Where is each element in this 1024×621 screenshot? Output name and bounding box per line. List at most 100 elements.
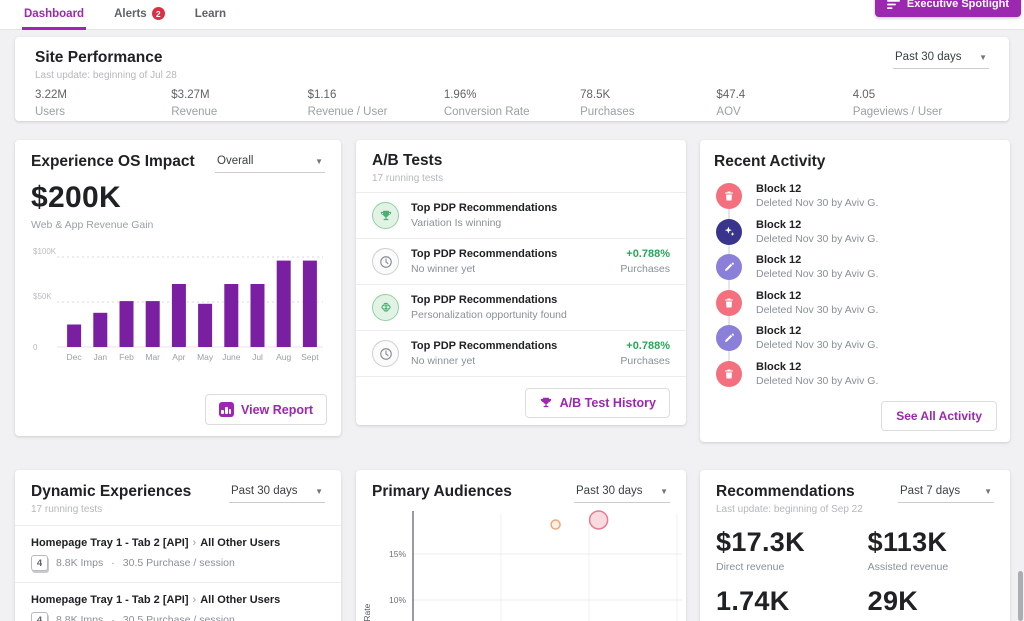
activity-item: Block 12 Deleted Nov 30 by Aviv G. bbox=[716, 218, 996, 245]
tab-dashboard-label: Dashboard bbox=[24, 7, 85, 20]
ab-test-row[interactable]: Top PDP Recommendations Variation Is win… bbox=[356, 193, 686, 239]
svg-text:Jul: Jul bbox=[252, 352, 263, 362]
site-performance-last-update: Last update: beginning of Jul 28 bbox=[35, 70, 177, 81]
metric-direct-purchases-value: 1.74K bbox=[716, 586, 790, 616]
metric-conversion-rate-label: Conversion Rate bbox=[443, 106, 530, 118]
activity-item: Block 12 Deleted Nov 30 by Aviv G. bbox=[716, 183, 996, 209]
executive-spotlight-button[interactable]: Executive Spotlight bbox=[874, 0, 1021, 17]
trophy-icon bbox=[372, 202, 399, 229]
metric-revenue-per-user-label: Revenue / User bbox=[307, 106, 388, 118]
dynamic-experiences-subtitle: 17 running tests bbox=[31, 504, 103, 515]
see-all-activity-button[interactable]: See All Activity bbox=[881, 401, 997, 431]
experience-purchase-rate: 30.5 Purchase / session bbox=[122, 614, 235, 621]
activity-item-title: Block 12 bbox=[756, 360, 802, 373]
bar-chart-icon bbox=[218, 402, 234, 417]
primary-audiences-period-value: Past 30 days bbox=[576, 485, 643, 497]
timeline-connector bbox=[728, 195, 730, 373]
metric-direct-revenue-value: $17.3K bbox=[716, 527, 805, 557]
dot-separator: · bbox=[111, 614, 115, 621]
pencil-icon bbox=[716, 254, 742, 280]
ab-test-title: Top PDP Recommendations bbox=[411, 202, 558, 214]
activity-item: Block 12 Deleted Nov 30 by Aviv G. bbox=[716, 360, 996, 387]
activity-item-detail: Deleted Nov 30 by Aviv G. bbox=[756, 303, 879, 316]
metric-purchases: 78.5K Purchases bbox=[580, 89, 716, 118]
brain-icon bbox=[372, 294, 399, 321]
metric-pageviews-per-user-label: Pageviews / User bbox=[852, 106, 943, 118]
metric-pageviews-per-user: 4.05 Pageviews / User bbox=[853, 89, 989, 118]
activity-item-title: Block 12 bbox=[756, 254, 802, 266]
revenue-gain-label: Web & App Revenue Gain bbox=[31, 219, 154, 231]
chevron-down-icon: ▼ bbox=[660, 486, 668, 496]
tab-learn[interactable]: Learn bbox=[193, 0, 228, 30]
menu-lines-icon bbox=[886, 0, 900, 9]
experience-row[interactable]: Homepage Tray 1 - Tab 2 [API] › All Other … bbox=[15, 526, 341, 583]
top-nav: Dashboard Alerts 2 Learn bbox=[0, 0, 1024, 30]
primary-audiences-title: Primary Audiences bbox=[372, 483, 512, 500]
experience-impressions: 8.8K Imps bbox=[56, 557, 104, 569]
chevron-down-icon: ▼ bbox=[979, 52, 987, 62]
sparkles-icon bbox=[716, 218, 742, 245]
recommendations-last-update: Last update: beginning of Sep 22 bbox=[716, 504, 863, 515]
site-performance-period-dropdown[interactable]: Past 30 days ▼ bbox=[893, 49, 989, 69]
experience-segment: All Other Users bbox=[200, 537, 281, 549]
view-report-button[interactable]: View Report bbox=[204, 394, 327, 425]
tab-alerts-label: Alerts bbox=[114, 7, 147, 20]
chevron-right-icon: › bbox=[192, 594, 197, 606]
experience-row[interactable]: Homepage Tray 1 - Tab 2 [API] › All Other … bbox=[15, 583, 341, 621]
activity-item: Block 12 Deleted Nov 30 by Aviv G. bbox=[716, 325, 996, 351]
metric-clicks-value: 29K bbox=[867, 586, 919, 616]
activity-item: Block 12 Deleted Nov 30 by Aviv G. bbox=[716, 289, 996, 316]
audiences-bubble-chart: 15% 10% Conversion Rate bbox=[362, 510, 682, 621]
dynamic-experiences-period-dropdown[interactable]: Past 30 days ▼ bbox=[229, 483, 325, 503]
metric-assisted-revenue-value: $113K bbox=[867, 527, 948, 557]
tab-learn-label: Learn bbox=[194, 7, 227, 20]
ab-test-history-label: A/B Test History bbox=[559, 396, 656, 410]
variation-count-badge: 4 bbox=[31, 612, 48, 621]
metric-aov: $47.4 AOV bbox=[716, 89, 852, 118]
recommendations-period-value: Past 7 days bbox=[900, 485, 961, 497]
svg-text:Conversion Rate: Conversion Rate bbox=[362, 603, 372, 621]
ab-test-row[interactable]: Top PDP Recommendations No winner yet +0… bbox=[356, 331, 686, 377]
dynamic-experiences-card: Dynamic Experiences 17 running tests Pas… bbox=[15, 470, 341, 621]
metric-revenue-label: Revenue bbox=[171, 106, 218, 118]
ab-test-status: No winner yet bbox=[411, 355, 476, 367]
svg-text:0: 0 bbox=[33, 343, 38, 352]
activity-item-title: Block 12 bbox=[756, 325, 802, 337]
ab-test-title: Top PDP Recommendations bbox=[411, 294, 558, 306]
executive-spotlight-label: Executive Spotlight bbox=[906, 0, 1009, 10]
ab-test-lift-value: +0.788% bbox=[626, 248, 670, 260]
tab-dashboard[interactable]: Dashboard bbox=[22, 0, 87, 30]
experience-os-filter-dropdown[interactable]: Overall ▼ bbox=[215, 153, 325, 173]
ab-tests-subtitle: 17 running tests bbox=[372, 173, 444, 184]
activity-item-title: Block 12 bbox=[756, 183, 802, 195]
site-performance-period-value: Past 30 days bbox=[895, 51, 962, 63]
metric-users-label: Users bbox=[35, 106, 66, 118]
metric-pageviews-per-user-value: 4.05 bbox=[852, 89, 876, 101]
recommendations-card: Recommendations Last update: beginning o… bbox=[700, 470, 1010, 621]
recent-activity-card: Recent Activity Block 12 Deleted Nov 30 … bbox=[700, 140, 1010, 442]
metric-revenue-value: $3.27M bbox=[171, 89, 210, 101]
primary-audiences-card: Primary Audiences Past 30 days ▼ 15% 10% C… bbox=[356, 470, 686, 621]
variation-count-badge: 4 bbox=[31, 555, 48, 571]
page-scrollbar-thumb[interactable] bbox=[1018, 571, 1023, 621]
trash-icon bbox=[716, 289, 742, 316]
svg-text:$50K: $50K bbox=[33, 292, 52, 301]
recommendations-period-dropdown[interactable]: Past 7 days ▼ bbox=[898, 483, 994, 503]
metric-direct-revenue: $17.3K Direct revenue bbox=[716, 527, 868, 573]
activity-item-detail: Deleted Nov 30 by Aviv G. bbox=[756, 339, 879, 351]
metric-revenue-per-user: $1.16 Revenue / User bbox=[308, 89, 444, 118]
tab-alerts[interactable]: Alerts 2 bbox=[112, 0, 167, 30]
ab-test-lift-label: Purchases bbox=[620, 355, 670, 367]
primary-audiences-period-dropdown[interactable]: Past 30 days ▼ bbox=[574, 483, 670, 503]
chevron-right-icon: › bbox=[192, 537, 197, 549]
svg-text:$100K: $100K bbox=[33, 247, 57, 256]
recent-activity-title: Recent Activity bbox=[714, 153, 826, 170]
ab-test-row[interactable]: Top PDP Recommendations Personalization … bbox=[356, 285, 686, 331]
dot-separator: · bbox=[111, 557, 115, 569]
experience-segment: All Other Users bbox=[200, 594, 281, 606]
ab-test-history-button[interactable]: A/B Test History bbox=[524, 388, 670, 418]
metric-purchases-value: 78.5K bbox=[580, 89, 611, 101]
ab-test-row[interactable]: Top PDP Recommendations No winner yet +0… bbox=[356, 239, 686, 285]
chevron-down-icon: ▼ bbox=[315, 156, 323, 166]
revenue-gain-value: $200K bbox=[31, 181, 121, 214]
